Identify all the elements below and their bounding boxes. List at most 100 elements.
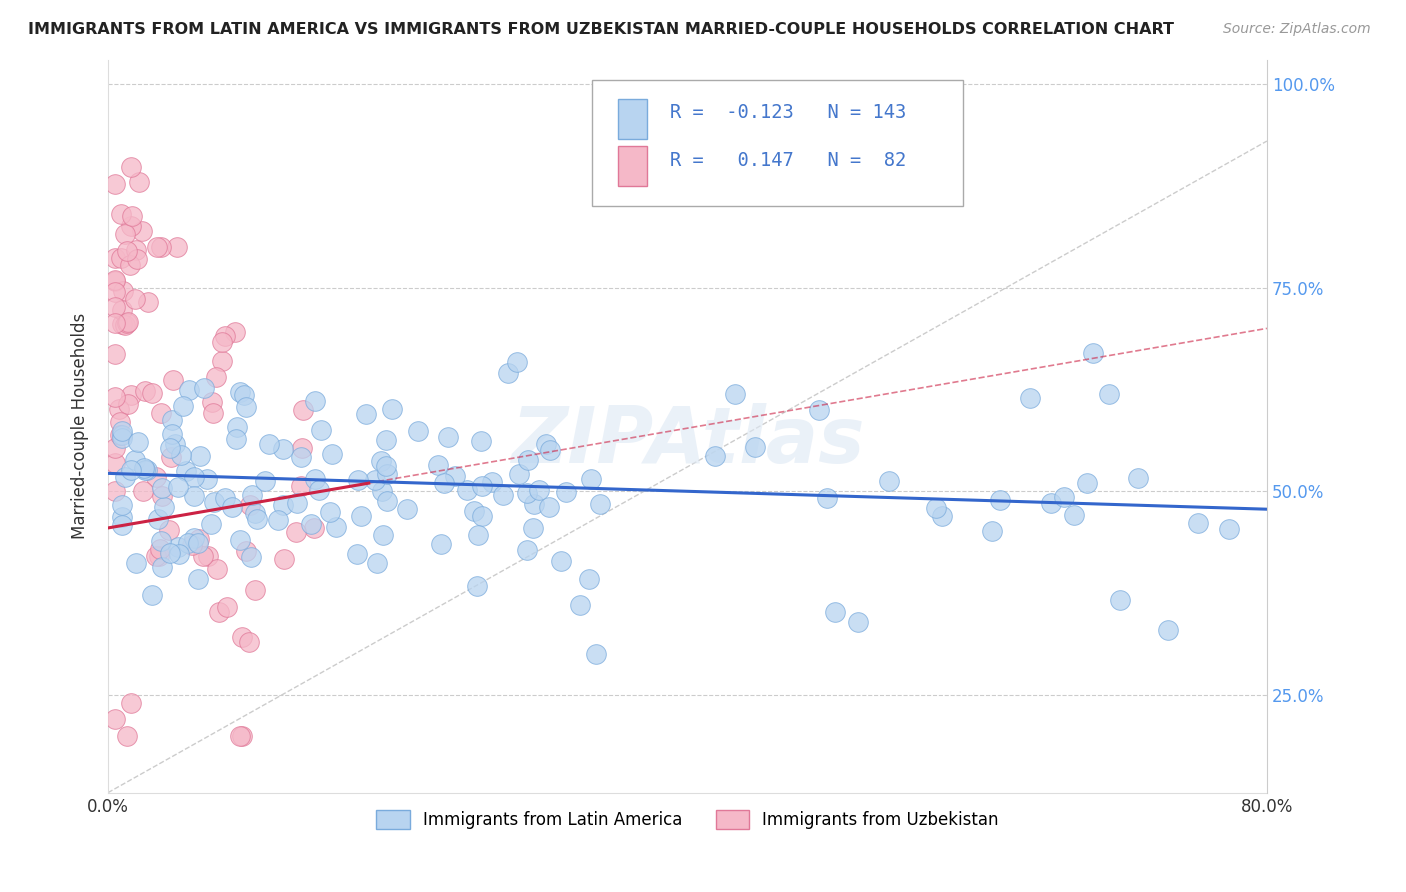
Point (430, 537, 453, 551)
Point (538, 442, 561, 457)
Point (808, 402, 831, 417)
Point (370, 454, 392, 468)
Point (110, 428, 132, 442)
Point (104, 273, 127, 287)
Point (380, 401, 402, 416)
Point (201, 406, 224, 420)
Point (114, 318, 136, 332)
Point (224, 325, 246, 339)
Point (302, 521, 325, 535)
Point (396, 502, 419, 516)
Point (240, 549, 263, 564)
Point (589, 497, 612, 511)
Point (229, 533, 252, 547)
Point (1063, 508, 1085, 523)
Text: Source: ZipAtlas.com: Source: ZipAtlas.com (1223, 22, 1371, 37)
Point (202, 495, 225, 509)
Point (170, 448, 193, 462)
Point (492, 488, 515, 502)
Point (162, 373, 184, 387)
Point (115, 729, 138, 743)
Point (160, 427, 183, 442)
Point (118, 258, 141, 272)
Point (240, 488, 263, 502)
Point (229, 729, 252, 743)
Point (149, 533, 172, 548)
Text: R =   0.147   N =  82: R = 0.147 N = 82 (671, 151, 907, 169)
Point (221, 500, 243, 515)
Point (111, 517, 134, 532)
Point (108, 415, 131, 429)
Point (703, 449, 725, 463)
Point (555, 485, 578, 500)
Point (319, 505, 342, 519)
Point (744, 440, 766, 454)
Point (1157, 623, 1180, 637)
Point (471, 508, 494, 523)
Point (128, 175, 150, 189)
Point (925, 500, 948, 515)
Point (150, 490, 173, 504)
Point (308, 483, 330, 498)
Point (166, 541, 188, 555)
Point (145, 549, 167, 564)
Point (1076, 475, 1098, 490)
Point (724, 386, 747, 401)
Point (877, 474, 900, 488)
Point (226, 420, 249, 434)
Point (104, 285, 127, 299)
Point (506, 354, 529, 368)
Point (163, 437, 186, 451)
Point (931, 509, 953, 524)
Point (498, 366, 520, 380)
Point (534, 437, 557, 451)
Point (214, 329, 236, 343)
Point (515, 542, 537, 557)
Point (239, 498, 262, 512)
Point (162, 413, 184, 427)
Point (195, 472, 218, 486)
Point (111, 510, 134, 524)
Point (463, 504, 485, 518)
Point (470, 434, 492, 448)
Point (374, 459, 396, 474)
Point (174, 464, 197, 478)
Point (111, 318, 134, 332)
Point (568, 599, 591, 613)
Point (193, 381, 215, 395)
Point (177, 536, 200, 550)
Point (211, 354, 233, 368)
FancyBboxPatch shape (592, 80, 963, 206)
Point (124, 244, 146, 258)
Point (111, 424, 134, 438)
Point (201, 395, 224, 409)
Point (141, 588, 163, 602)
Point (578, 573, 600, 587)
Point (149, 240, 172, 254)
Point (187, 535, 209, 549)
Point (150, 560, 173, 574)
Point (111, 284, 134, 298)
Point (292, 403, 315, 417)
Point (187, 572, 209, 586)
Point (136, 463, 159, 477)
Point (104, 300, 127, 314)
Point (148, 549, 170, 564)
Point (233, 387, 256, 401)
Point (110, 207, 132, 221)
Point (117, 397, 139, 411)
Point (166, 240, 188, 254)
Point (347, 473, 370, 487)
Point (183, 489, 205, 503)
Point (467, 527, 489, 541)
Point (111, 431, 134, 445)
Point (356, 408, 378, 422)
Point (141, 385, 163, 400)
Point (235, 400, 257, 414)
Point (104, 484, 127, 499)
Point (149, 542, 172, 557)
Point (285, 496, 308, 510)
Point (188, 449, 211, 463)
Point (124, 293, 146, 307)
Point (375, 467, 398, 481)
